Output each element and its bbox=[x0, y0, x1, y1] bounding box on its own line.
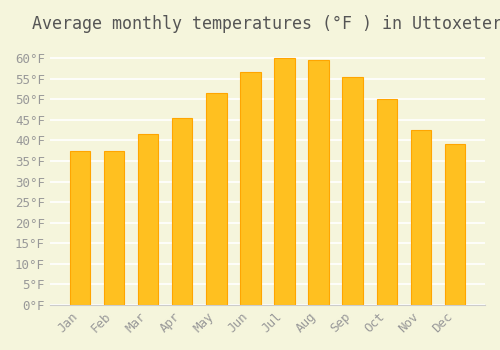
Bar bbox=[240, 72, 260, 305]
Bar bbox=[274, 58, 294, 305]
Bar bbox=[308, 60, 329, 305]
Bar bbox=[104, 150, 124, 305]
Bar bbox=[342, 77, 363, 305]
Bar bbox=[376, 99, 397, 305]
Bar bbox=[445, 145, 465, 305]
Bar bbox=[138, 134, 158, 305]
Bar bbox=[206, 93, 227, 305]
Title: Average monthly temperatures (°F ) in Uttoxeter: Average monthly temperatures (°F ) in Ut… bbox=[32, 15, 500, 33]
Bar bbox=[410, 130, 431, 305]
Bar bbox=[172, 118, 193, 305]
Bar bbox=[70, 150, 90, 305]
